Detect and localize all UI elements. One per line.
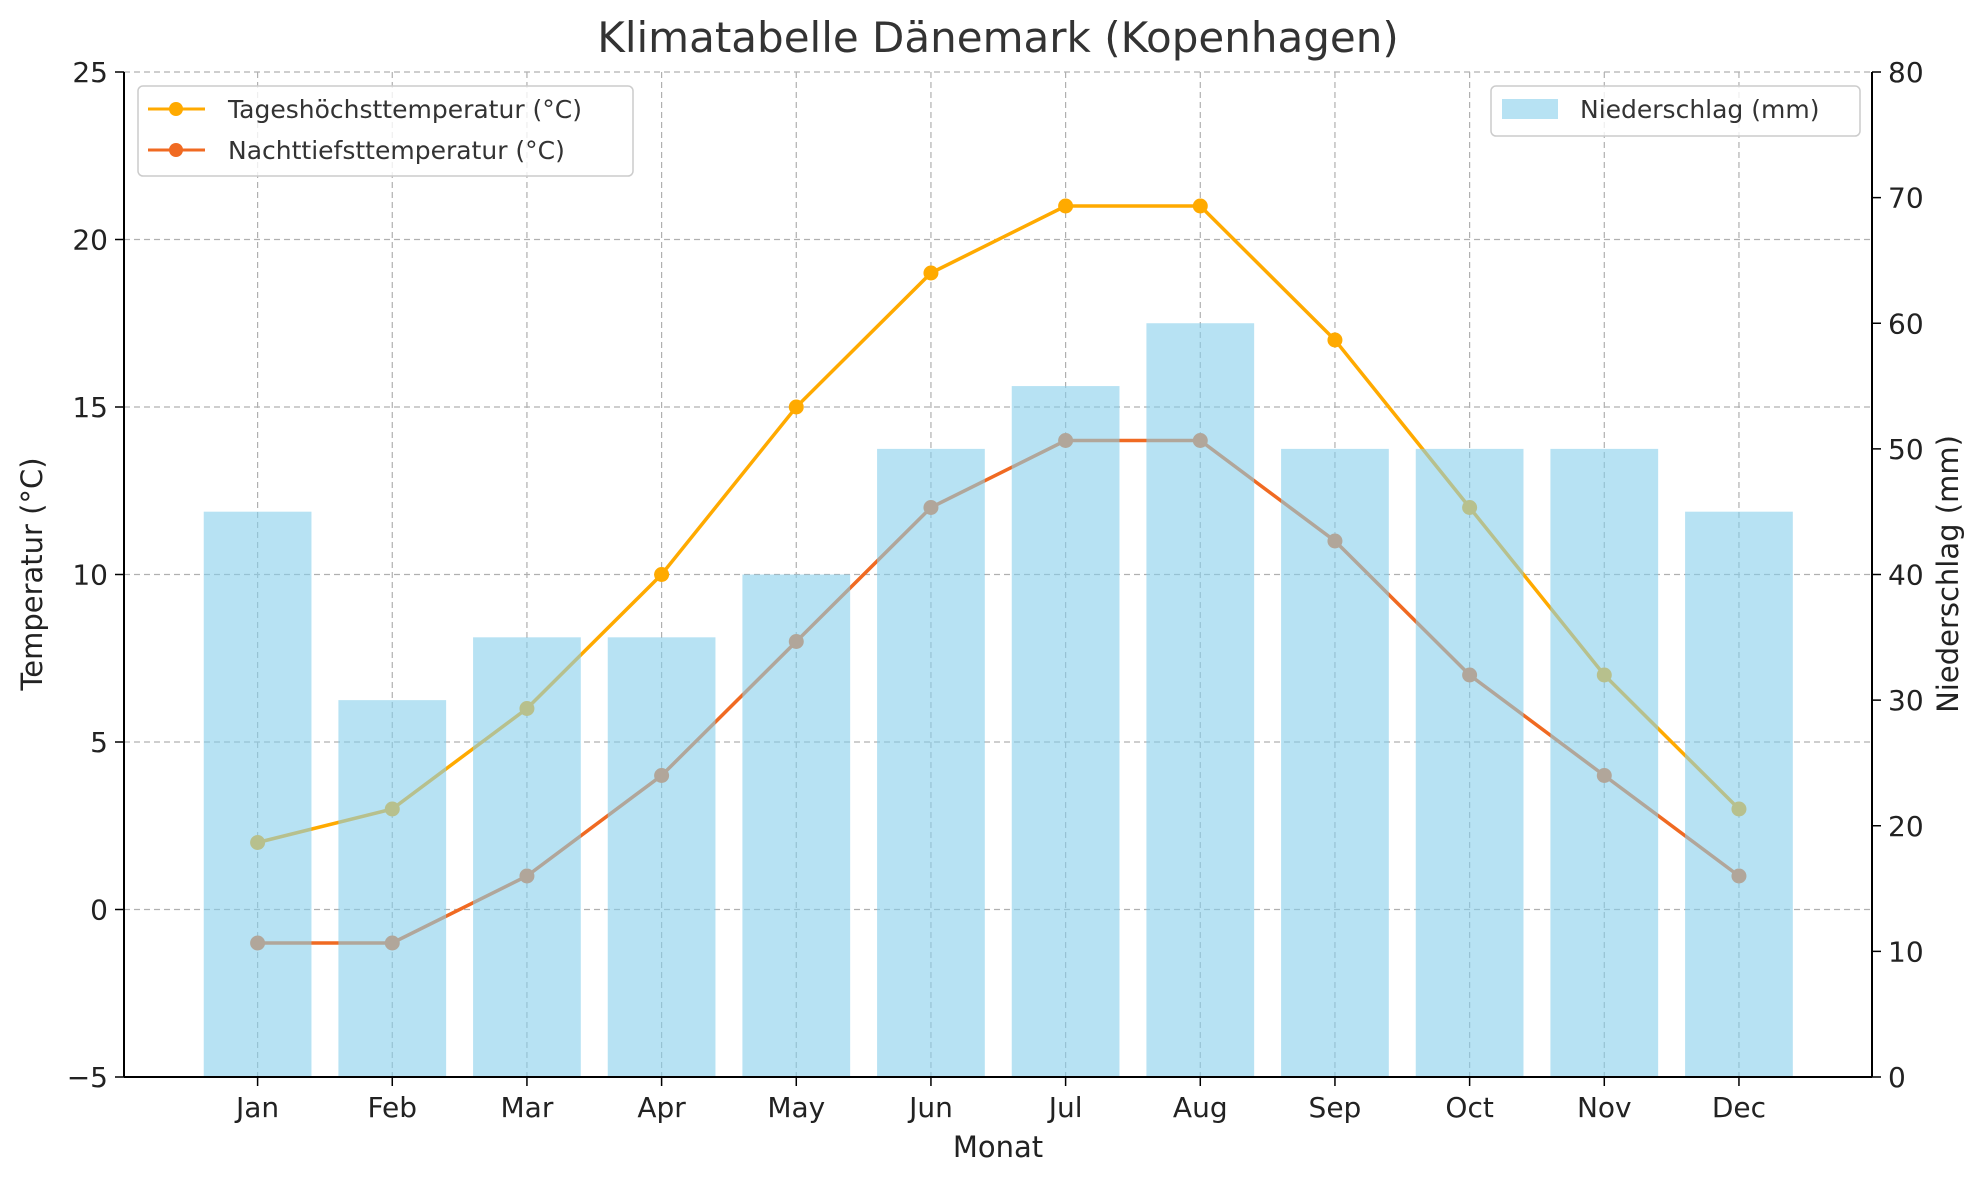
y2-tick-label: 60: [1888, 307, 1924, 340]
x-tick-label: Dec: [1712, 1091, 1766, 1124]
y-tick-label: −5: [67, 1061, 108, 1094]
x-axis-label: Monat: [953, 1130, 1043, 1164]
y2-tick-label: 20: [1888, 810, 1924, 843]
bar-may: [742, 574, 851, 1077]
x-tick-label: Jul: [1047, 1091, 1083, 1124]
y-tick-label: 10: [72, 559, 108, 592]
data-point: [654, 567, 670, 582]
x-tick-label: Apr: [637, 1091, 686, 1124]
bar-apr: [607, 637, 716, 1077]
x-tick-label: May: [767, 1091, 825, 1124]
bar-jan: [203, 511, 312, 1077]
bar-jun: [877, 448, 985, 1077]
legend-label-low: Nachttiefsttemperatur (°C): [228, 136, 565, 165]
bar-series: [203, 323, 1793, 1077]
x-tick-label: Aug: [1173, 1091, 1228, 1124]
x-tick-label: Oct: [1445, 1091, 1493, 1124]
x-tick-label: Nov: [1577, 1091, 1632, 1124]
y-tick-label: 15: [72, 391, 108, 424]
bar-sep: [1281, 448, 1389, 1077]
legend-label-precip: Niederschlag (mm): [1580, 95, 1819, 124]
data-point: [1327, 332, 1343, 348]
legend-marker-precip: [1502, 99, 1558, 119]
data-point: [923, 265, 939, 281]
bar-dec: [1685, 511, 1793, 1077]
x-tick-label: Jun: [907, 1091, 953, 1124]
x-tick-label: Jan: [234, 1091, 279, 1124]
bar-oct: [1415, 448, 1524, 1077]
y-axis-label: Temperatur (°C): [15, 457, 49, 691]
bar-mar: [473, 637, 581, 1077]
data-point: [1058, 198, 1074, 214]
y-tick-label: 0: [90, 894, 108, 927]
legend-lines: Tageshöchsttemperatur (°C) Nachttiefstte…: [137, 85, 634, 177]
bar-feb: [338, 700, 447, 1077]
y-tick-label: 25: [72, 56, 108, 89]
legend-label-high: Tageshöchsttemperatur (°C): [227, 95, 582, 124]
legend-marker-low-dot: [169, 143, 183, 157]
data-point: [788, 399, 804, 415]
y-tick-label: 20: [72, 224, 108, 257]
legend-bars: Niederschlag (mm): [1490, 85, 1861, 137]
y-tick-label: 5: [90, 726, 108, 759]
y2-tick-label: 40: [1888, 559, 1924, 592]
y2-axis-label: Niederschlag (mm): [1931, 435, 1965, 713]
x-tick-label: Feb: [367, 1091, 417, 1124]
x-tick-label: Sep: [1309, 1091, 1362, 1124]
legend-marker-high-dot: [169, 102, 183, 116]
bar-nov: [1550, 448, 1659, 1077]
x-tick-label: Mar: [501, 1091, 554, 1124]
bar-aug: [1146, 323, 1255, 1077]
y2-tick-label: 10: [1888, 935, 1924, 968]
axes: Jan Feb Mar Apr May Jun Jul Aug Sep Oct Nov Dec −5 0 5…: [67, 56, 1924, 1124]
y2-tick-label: 50: [1888, 433, 1924, 466]
data-point: [1192, 198, 1208, 214]
y2-tick-label: 80: [1888, 56, 1924, 89]
y2-tick-label: 0: [1888, 1061, 1906, 1094]
chart-title: Klimatabelle Dänemark (Kopenhagen): [597, 13, 1398, 62]
y2-tick-label: 70: [1888, 182, 1924, 215]
y2-tick-label: 30: [1888, 684, 1924, 717]
bar-jul: [1011, 386, 1120, 1077]
